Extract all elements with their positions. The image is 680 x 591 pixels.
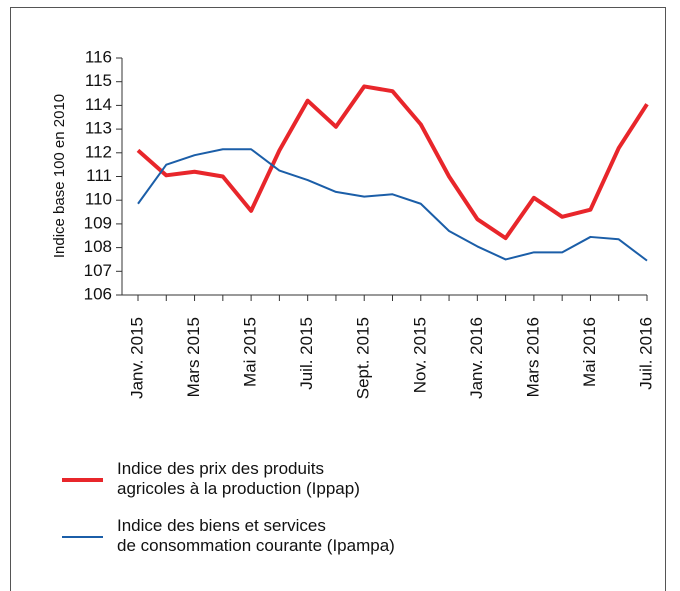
x-tick-label: Nov. 2015 xyxy=(410,317,429,393)
x-tick-label: Janv. 2015 xyxy=(127,317,146,399)
y-tick-label: 113 xyxy=(85,119,112,138)
y-tick-label: 112 xyxy=(85,142,112,161)
x-tick-label: Mai 2015 xyxy=(241,317,260,387)
y-tick-label: 116 xyxy=(85,47,112,66)
x-tick-label: Juil. 2015 xyxy=(297,317,316,390)
series-line xyxy=(136,84,649,241)
x-tick-label: Mars 2015 xyxy=(184,317,203,397)
y-tick-label: 111 xyxy=(86,166,112,185)
y-axis-label: Indice base 100 en 2010 xyxy=(51,94,68,258)
legend-label: Indice des prix des produits agricoles à… xyxy=(117,459,360,498)
y-tick-label: 110 xyxy=(85,190,112,209)
x-tick-label: Mars 2016 xyxy=(523,317,542,397)
y-tick-label: 115 xyxy=(85,71,112,90)
frame xyxy=(10,7,666,591)
x-tick-label: Janv. 2016 xyxy=(467,317,486,399)
y-tick-label: 106 xyxy=(84,284,112,303)
y-tick-label: 109 xyxy=(84,213,112,232)
series-line xyxy=(137,148,648,262)
y-tick-label: 107 xyxy=(84,261,112,280)
x-tick-label: Mai 2016 xyxy=(580,317,599,387)
x-tick-label: Juil. 2016 xyxy=(636,317,655,390)
x-tick-label: Sept. 2015 xyxy=(354,317,373,399)
legend-label: Indice des biens et services de consomma… xyxy=(117,516,395,555)
y-tick-label: 114 xyxy=(85,95,112,114)
y-tick-label: 108 xyxy=(84,237,112,256)
